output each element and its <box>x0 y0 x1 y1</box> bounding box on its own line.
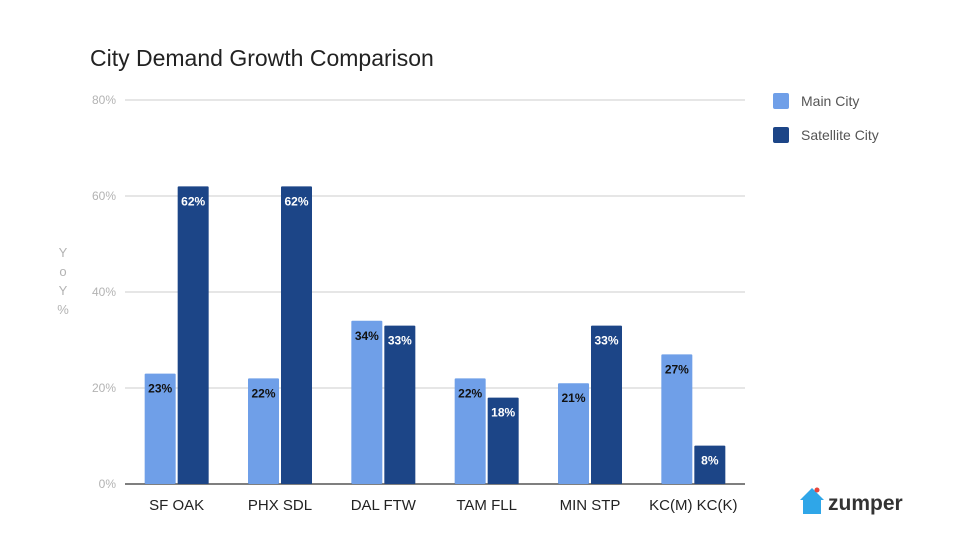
x-axis-categories: SF OAK PHX SDL DAL FTW TAM FLL MIN STP KC(M) … <box>149 497 737 514</box>
brand-logo: zumper <box>800 487 903 515</box>
house-icon <box>800 487 824 514</box>
data-label: 34% <box>355 329 379 343</box>
legend-label: Main City <box>801 93 859 109</box>
data-label: 62% <box>181 194 205 208</box>
bar-main-city <box>454 378 486 484</box>
x-category-label: SF OAK <box>149 497 204 514</box>
y-tick-label: 80% <box>92 93 116 107</box>
y-tick-label: 0% <box>99 477 117 491</box>
data-label: 23% <box>148 382 172 396</box>
x-category-label: KC(M) KC(K) <box>649 497 737 514</box>
bar-satellite-city <box>177 186 209 484</box>
data-label: 33% <box>388 334 412 348</box>
data-label: 27% <box>665 362 689 376</box>
data-label: 22% <box>458 386 482 400</box>
chart-title: City Demand Growth Comparison <box>90 45 434 71</box>
bar-satellite-city <box>384 325 416 484</box>
y-tick-label: 40% <box>92 285 116 299</box>
bar-main-city <box>248 378 279 484</box>
bar-satellite-city <box>694 445 726 484</box>
data-labels: 23% 62% 22% 62% 34% 33% 22% 18% 21% 33% 27% 8% <box>148 194 719 467</box>
data-label: 21% <box>561 391 585 405</box>
grid <box>125 99 745 485</box>
bar-main-city <box>558 383 589 484</box>
x-category-label: TAM FLL <box>456 497 517 514</box>
legend: Main City Satellite City <box>773 93 879 143</box>
x-category-label: DAL FTW <box>351 497 417 514</box>
x-category-label: MIN STP <box>560 497 621 514</box>
y-tick-label: 60% <box>92 189 116 203</box>
bar-satellite-city <box>281 186 312 484</box>
data-label: 8% <box>701 454 719 468</box>
y-axis-label-char: Y <box>59 283 68 298</box>
bar-main-city <box>661 354 693 484</box>
y-axis-label-char: % <box>57 302 69 317</box>
x-category-label: PHX SDL <box>248 497 312 514</box>
legend-swatch <box>773 93 789 109</box>
bar-main-city <box>351 320 383 484</box>
y-axis-label-char: o <box>59 264 66 279</box>
bar-satellite-city <box>591 325 622 484</box>
data-label: 62% <box>284 194 308 208</box>
y-axis-label: YoY% <box>57 245 69 317</box>
legend-label: Satellite City <box>801 127 879 143</box>
bar-main-city <box>144 373 176 484</box>
y-axis-label-char: Y <box>59 245 68 260</box>
brand-name: zumper <box>828 492 903 515</box>
bars <box>144 186 726 484</box>
y-tick-label: 20% <box>92 381 116 395</box>
y-axis-ticks: 0% 20% 40% 60% 80% <box>92 93 116 491</box>
bar-satellite-city <box>487 397 519 484</box>
legend-swatch <box>773 127 789 143</box>
data-label: 18% <box>491 406 515 420</box>
data-label: 33% <box>594 334 618 348</box>
data-label: 22% <box>251 386 275 400</box>
